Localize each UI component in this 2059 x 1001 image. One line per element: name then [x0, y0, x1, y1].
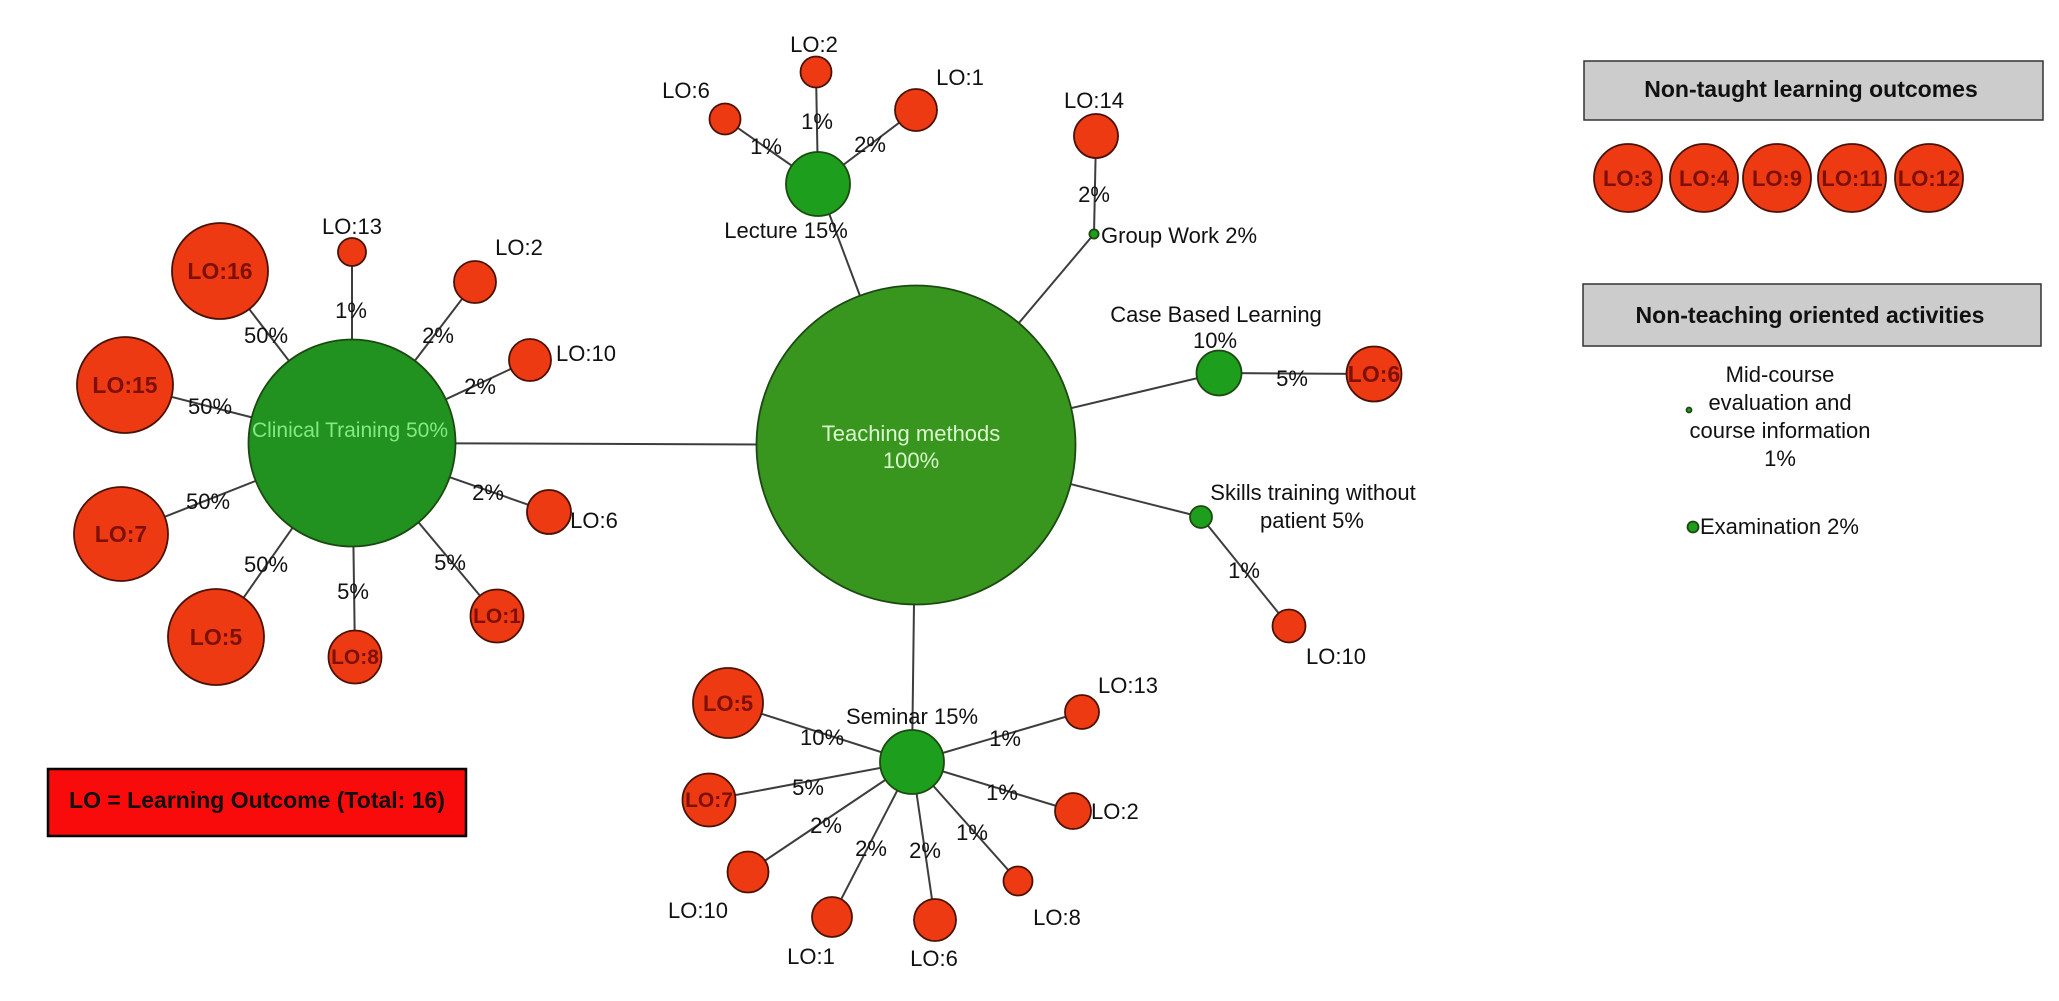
svg-text:5%: 5% [1276, 366, 1308, 391]
svg-text:LO:6: LO:6 [910, 946, 958, 971]
svg-text:2%: 2% [854, 132, 886, 157]
svg-text:1%: 1% [1764, 446, 1796, 471]
svg-text:LO:13: LO:13 [322, 214, 382, 239]
svg-text:LO:8: LO:8 [1033, 905, 1081, 930]
svg-text:LO:10: LO:10 [556, 341, 616, 366]
svg-text:LO:15: LO:15 [92, 372, 157, 398]
svg-text:LO:6: LO:6 [1348, 361, 1400, 387]
svg-text:2%: 2% [422, 323, 454, 348]
svg-text:50%: 50% [244, 552, 288, 577]
svg-text:LO:1: LO:1 [787, 944, 835, 969]
svg-text:evaluation and: evaluation and [1708, 390, 1851, 415]
svg-text:1%: 1% [1228, 558, 1260, 583]
svg-text:LO:6: LO:6 [570, 508, 618, 533]
svg-text:Case Based Learning: Case Based Learning [1110, 302, 1322, 327]
svg-text:Seminar 15%: Seminar 15% [846, 704, 978, 729]
svg-text:LO:10: LO:10 [1306, 644, 1366, 669]
svg-text:50%: 50% [244, 323, 288, 348]
svg-text:10%: 10% [800, 725, 844, 750]
svg-text:5%: 5% [792, 775, 824, 800]
svg-text:Teaching methods: Teaching methods [822, 421, 1001, 446]
svg-text:LO:7: LO:7 [685, 789, 733, 812]
svg-text:LO:1: LO:1 [473, 605, 521, 628]
svg-text:LO:5: LO:5 [190, 624, 243, 650]
svg-text:Examination 2%: Examination 2% [1700, 514, 1859, 539]
svg-text:2%: 2% [855, 836, 887, 861]
svg-text:course information: course information [1690, 418, 1871, 443]
svg-text:Non-teaching oriented activiti: Non-teaching oriented activities [1636, 302, 1985, 328]
svg-text:LO:5: LO:5 [703, 691, 753, 716]
svg-text:LO:7: LO:7 [95, 521, 147, 547]
svg-text:LO:6: LO:6 [662, 78, 710, 103]
svg-text:LO = Learning Outcome (Total:: LO = Learning Outcome (Total: 16) [69, 787, 445, 813]
svg-text:1%: 1% [801, 109, 833, 134]
svg-text:Non-taught learning outcomes: Non-taught learning outcomes [1644, 76, 1978, 102]
svg-text:100%: 100% [883, 448, 939, 473]
svg-text:5%: 5% [337, 579, 369, 604]
svg-text:1%: 1% [986, 780, 1018, 805]
svg-text:LO:8: LO:8 [331, 646, 379, 669]
svg-text:2%: 2% [810, 813, 842, 838]
svg-text:LO:14: LO:14 [1064, 88, 1124, 113]
svg-text:1%: 1% [989, 726, 1021, 751]
svg-text:Lecture 15%: Lecture 15% [724, 218, 848, 243]
svg-text:50%: 50% [188, 394, 232, 419]
svg-text:2%: 2% [472, 480, 504, 505]
svg-text:2%: 2% [1078, 182, 1110, 207]
svg-text:10%: 10% [1193, 328, 1237, 353]
svg-text:LO:3: LO:3 [1603, 166, 1653, 191]
svg-text:1%: 1% [750, 134, 782, 159]
svg-text:LO:2: LO:2 [495, 235, 543, 260]
svg-text:1%: 1% [335, 298, 367, 323]
svg-text:Clinical Training 50%: Clinical Training 50% [252, 419, 448, 442]
svg-text:5%: 5% [434, 550, 466, 575]
svg-text:1%: 1% [956, 820, 988, 845]
svg-text:Skills training without: Skills training without [1210, 480, 1415, 505]
svg-text:LO:10: LO:10 [668, 898, 728, 923]
svg-text:LO:2: LO:2 [1091, 799, 1139, 824]
svg-text:LO:9: LO:9 [1752, 166, 1802, 191]
svg-text:LO:11: LO:11 [1821, 166, 1882, 191]
svg-text:LO:13: LO:13 [1098, 673, 1158, 698]
svg-text:50%: 50% [186, 489, 230, 514]
svg-text:LO:1: LO:1 [936, 65, 984, 90]
svg-text:LO:12: LO:12 [1898, 166, 1960, 191]
svg-text:LO:2: LO:2 [790, 32, 838, 57]
svg-text:Mid-course: Mid-course [1726, 362, 1835, 387]
svg-text:LO:16: LO:16 [187, 258, 252, 284]
svg-text:patient 5%: patient 5% [1260, 508, 1364, 533]
svg-text:2%: 2% [909, 838, 941, 863]
svg-text:Group Work 2%: Group Work 2% [1101, 223, 1257, 248]
svg-text:2%: 2% [464, 374, 496, 399]
svg-text:LO:4: LO:4 [1679, 166, 1730, 191]
